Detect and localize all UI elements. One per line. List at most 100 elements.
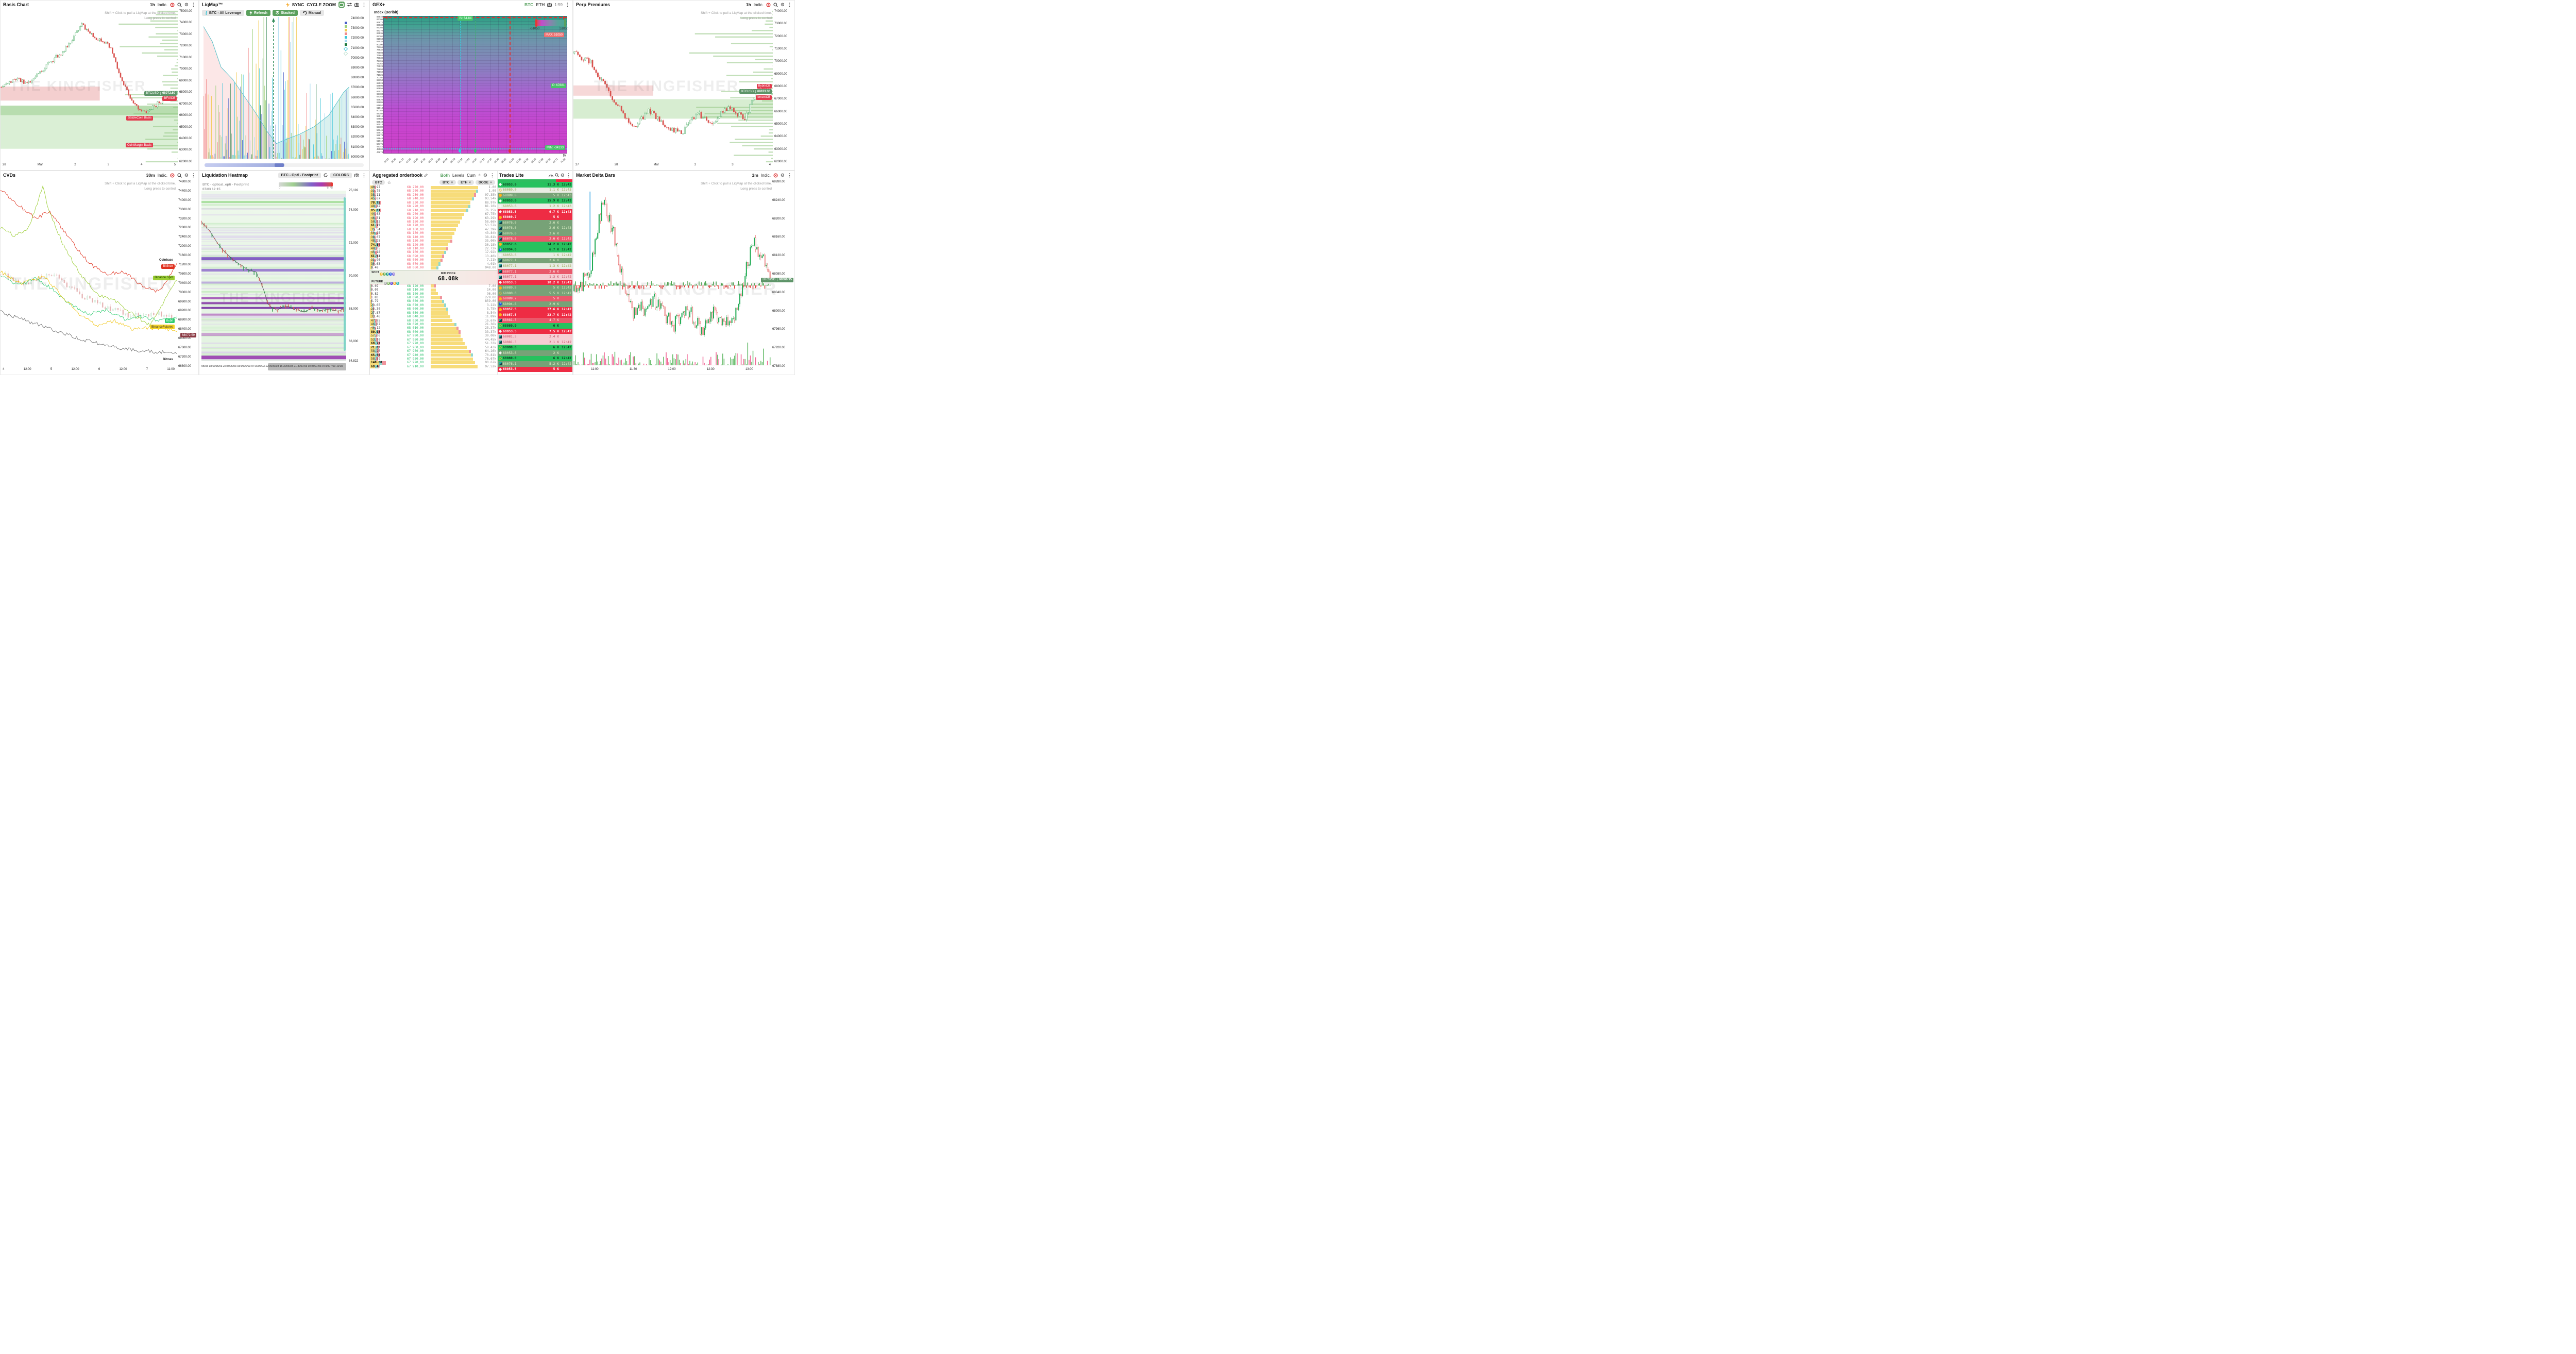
heatmap-scrollbar-horizontal[interactable]	[268, 363, 346, 370]
trade-row[interactable]: 68076.6 2.6 K 12:43	[498, 236, 572, 242]
target-icon[interactable]	[773, 173, 778, 178]
trade-row[interactable]: 68057.6 14.2 K 12:42	[498, 242, 572, 247]
trades-filter-chip-doge[interactable]: DOGE ×	[476, 180, 495, 185]
trade-row[interactable]: 68053.5 7.5 K 12:42	[498, 328, 572, 334]
manual-button[interactable]: Manual	[299, 10, 325, 16]
kebab-menu-icon[interactable]: ⋮	[490, 172, 495, 178]
orderbook-ask-row[interactable]: 45.67 68 240,00 93.54k	[370, 197, 496, 201]
kebab-menu-icon[interactable]: ⋮	[787, 2, 792, 7]
trade-row[interactable]: 68053.6 1 K 12:42	[498, 252, 572, 258]
perp-timeframe-button[interactable]: 1h	[745, 2, 751, 7]
orderbook-ask-row[interactable]: 38.07 68 140,00 38.81k	[370, 235, 496, 239]
gear-icon[interactable]: ⚙	[483, 172, 487, 178]
perp-chart-plot[interactable]	[573, 10, 773, 163]
trade-row[interactable]: 68080.0 6 K	[498, 323, 572, 329]
search-icon[interactable]	[177, 173, 182, 178]
delta-chart-plot[interactable]	[573, 180, 771, 368]
gear-icon[interactable]: ⚙	[560, 172, 565, 178]
orderbook-ask-row[interactable]: 48.42 68 220,00 81.10k	[370, 205, 496, 209]
orderbook-bid-row[interactable]: 68.46 67 910,00 97.52k	[370, 364, 496, 368]
orderbook-asks[interactable]: 40.97 68 270,00 1.00 33.78 68 260,00 1.00 38.1…	[370, 185, 497, 270]
trade-row[interactable]: 68081.3 2.1 K 12:42	[498, 339, 572, 345]
orderbook-ask-row[interactable]: 50.93 68 180,00 58.66k	[370, 219, 496, 224]
calendar-icon[interactable]	[338, 2, 345, 8]
gear-icon[interactable]: ⚙	[184, 172, 189, 178]
orderbook-bid-row[interactable]: 53.70 67 980,00 44.45k	[370, 337, 496, 342]
orderbook-bid-row[interactable]: 68.77 67 970,00 51.33k	[370, 342, 496, 346]
basis-chart-plot[interactable]	[1, 10, 178, 163]
orderbook-bid-row[interactable]: 46.87 68 020,00 21.36k	[370, 323, 496, 327]
divide-icon[interactable]: ÷	[478, 172, 481, 178]
orderbook-bid-row[interactable]: 57.06 67 990,00 39.08k	[370, 334, 496, 338]
orderbook-ask-row[interactable]: 40.97 68 270,00 1.00	[370, 185, 496, 190]
kebab-menu-icon[interactable]: ⋮	[566, 172, 571, 178]
trade-row[interactable]: 68080.0 1.1 K 12:43	[498, 187, 572, 193]
orderbook-bid-row[interactable]: 140.00 67 920,00 90.67k	[370, 361, 496, 365]
orderbook-ask-row[interactable]: 74.54 68 120,00 30.18k	[370, 243, 496, 247]
trade-row[interactable]: 68053.6 1.2 K 12:43	[498, 204, 572, 209]
trade-row[interactable]: C 68094.8 2.9 K	[498, 301, 572, 307]
gex-btc-tab[interactable]: BTC	[524, 2, 534, 7]
orderbook-bid-row[interactable]: 5.79 68 080,00 859.00	[370, 299, 496, 303]
trade-row[interactable]: 68053.5 18.2 K 12:42	[498, 279, 572, 285]
trade-row[interactable]: 68053.5 5 K	[498, 366, 572, 373]
cvds-timeframe-button[interactable]: 30m	[146, 173, 155, 178]
basis-indicators-button[interactable]: Indic.	[157, 2, 167, 7]
orderbook-ask-row[interactable]: 30.63 68 070,00 4.01k	[370, 262, 496, 266]
trade-row[interactable]: 68053.6 2 K	[498, 350, 572, 356]
liqmap-plot[interactable]	[204, 17, 349, 159]
delta-indicators-button[interactable]: Indic.	[760, 173, 771, 178]
kebab-menu-icon[interactable]: ⋮	[191, 172, 196, 178]
orderbook-ask-row[interactable]: 45.18 68 100,00 17.92k	[370, 250, 496, 255]
orderbook-bid-row[interactable]: 80.03 68 000,00 33.37k	[370, 330, 496, 334]
orderbook-bid-row[interactable]: 27.87 68 050,00 8.54k	[370, 311, 496, 315]
orderbook-bid-row[interactable]: 58.59 67 930,00 76.67k	[370, 357, 496, 361]
trade-row[interactable]: 68089.8 5 K 12:42	[498, 285, 572, 291]
cvds-chart-plot[interactable]	[1, 180, 177, 368]
orderbook-ask-row[interactable]: 38.11 68 250,00 97.35k	[370, 193, 496, 197]
orderbook-ask-row[interactable]: 46.31 68 190,00 63.29k	[370, 216, 496, 220]
colors-button[interactable]: COLORS	[330, 172, 352, 178]
trade-row[interactable]: 68053.6 15.9 K 12:43	[498, 198, 572, 204]
trades-list[interactable]: 68053.6 11.3 K 12:43 68080.0 1.1 K 12:43 68089…	[498, 182, 572, 373]
orderbook-ask-row[interactable]: 48.05 68 110,00 22.72k	[370, 247, 496, 251]
search-icon[interactable]	[773, 2, 778, 7]
gex-eth-tab[interactable]: ETH	[536, 2, 545, 7]
trade-row[interactable]: 68089.8 5 K 12:43	[498, 193, 572, 198]
cycle-zoom-button[interactable]: CYCLE ZOOM	[307, 2, 336, 7]
speed-icon[interactable]	[548, 174, 553, 177]
heatmap-scrollbar-vertical[interactable]	[344, 197, 346, 351]
basis-timeframe-button[interactable]: 1h	[149, 2, 155, 7]
orderbook-bid-row[interactable]: 0.07 68 110,00 14.00	[370, 288, 496, 292]
kebab-menu-icon[interactable]: ⋮	[787, 172, 792, 178]
trade-row[interactable]: 68076.6 2.6 K	[498, 219, 572, 226]
trade-row[interactable]: 68081.3 2.4 K	[498, 334, 572, 340]
trades-filter-chip-eth[interactable]: ETH ×	[457, 180, 474, 185]
trade-row[interactable]: 68077.1 2.6 K	[498, 258, 572, 264]
legend-handle-right[interactable]	[564, 19, 566, 27]
trade-row[interactable]: 68057.5 37.6 K 12:42	[498, 307, 572, 313]
symbol-tab-btc[interactable]: BTC	[372, 180, 385, 185]
orderbook-ask-row[interactable]: 61.75 68 170,00 53.57k	[370, 224, 496, 228]
toggle-cum[interactable]: Cum	[467, 173, 476, 178]
orderbook-bids[interactable]: 0.07 68 120,00 7.00 0.07 68 110,00 14.00 0.82 6…	[370, 284, 497, 369]
search-icon[interactable]	[555, 173, 559, 177]
trade-row[interactable]: 68081.3 4.7 K	[498, 317, 572, 324]
orderbook-bid-row[interactable]: 58.26 67 950,00 64.26k	[370, 349, 496, 353]
trade-row[interactable]: 68053.6 11.3 K 12:43	[498, 182, 572, 188]
gear-icon[interactable]: ⚙	[184, 2, 189, 7]
kebab-menu-icon[interactable]: ⋮	[191, 2, 196, 7]
legend-handle-left[interactable]	[535, 19, 537, 27]
target-icon[interactable]	[170, 3, 175, 7]
trade-row[interactable]: 68076.6 2.6 K 12:43	[498, 225, 572, 231]
trade-row[interactable]: 68080.0 6 K 12:42	[498, 345, 572, 350]
sliders-icon[interactable]	[347, 3, 352, 7]
trade-row[interactable]: 68080.0 6 K 12:42	[498, 356, 572, 362]
feed-select-button[interactable]: BTC - Opti - Footprint	[278, 172, 321, 178]
trade-row[interactable]: 68076.1 5.2 K 12:42	[498, 361, 572, 367]
orderbook-bid-row[interactable]: 33.46 68 040,00 11.89k	[370, 315, 496, 319]
orderbook-ask-row[interactable]: 50.28 68 150,00 43.84k	[370, 231, 496, 235]
orderbook-bid-row[interactable]: 23.65 68 070,00 3.22k	[370, 303, 496, 307]
trade-row[interactable]: 68057.5 23.7 K 12:42	[498, 312, 572, 318]
toggle-both[interactable]: Both	[440, 173, 450, 178]
